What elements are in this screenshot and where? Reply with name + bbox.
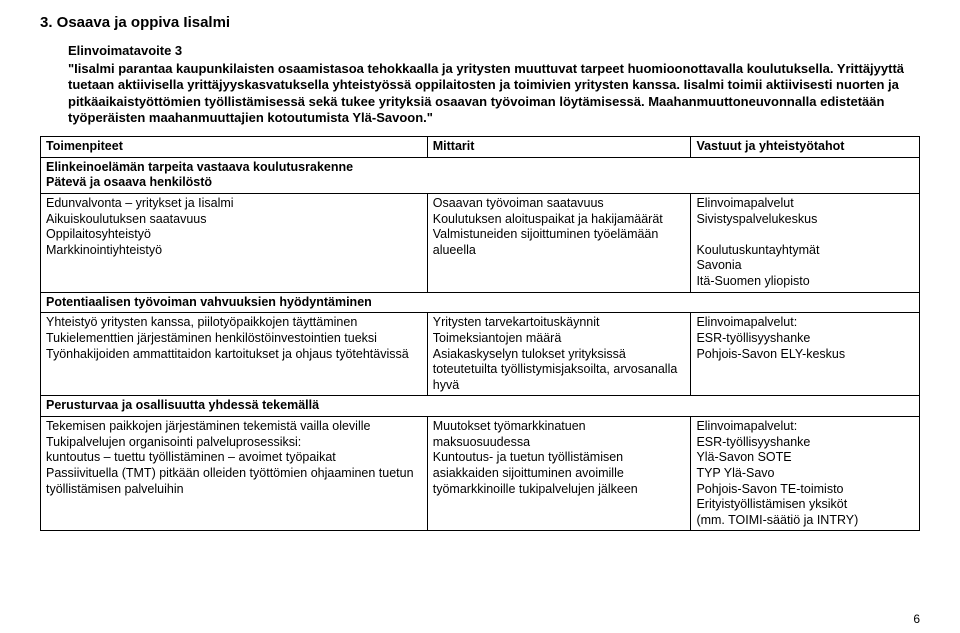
content-table: Toimenpiteet Mittarit Vastuut ja yhteist…	[40, 136, 920, 531]
group2-col1: Yhteistyö yritysten kanssa, piilotyöpaik…	[41, 313, 428, 396]
header-mittarit: Mittarit	[427, 137, 691, 158]
group3-col3: Elinvoimapalvelut: ESR-työllisyyshanke Y…	[691, 417, 920, 531]
page-number: 6	[913, 612, 920, 627]
group2-col3: Elinvoimapalvelut: ESR-työllisyyshanke P…	[691, 313, 920, 396]
intro-block: Elinvoimatavoite 3 "Iisalmi parantaa kau…	[68, 43, 920, 126]
table-header-row: Toimenpiteet Mittarit Vastuut ja yhteist…	[41, 137, 920, 158]
document-page: 3. Osaava ja oppiva Iisalmi Elinvoimatav…	[0, 0, 960, 633]
group3-col2: Muutokset työmarkkinatuen maksuosuudessa…	[427, 417, 691, 531]
table-row: Edunvalvonta – yritykset ja Iisalmi Aiku…	[41, 193, 920, 292]
group2-header: Potentiaalisen työvoiman vahvuuksien hyö…	[41, 292, 920, 313]
group1-header: Elinkeinoelämän tarpeita vastaava koulut…	[41, 157, 920, 193]
header-toimenpiteet: Toimenpiteet	[41, 137, 428, 158]
group3-header: Perusturvaa ja osallisuutta yhdessä teke…	[41, 396, 920, 417]
section-title: 3. Osaava ja oppiva Iisalmi	[40, 14, 920, 33]
table-row: Yhteistyö yritysten kanssa, piilotyöpaik…	[41, 313, 920, 396]
group2-col2: Yritysten tarvekartoituskäynnit Toimeksi…	[427, 313, 691, 396]
intro-text: "Iisalmi parantaa kaupunkilaisten osaami…	[68, 61, 920, 126]
group1-col1: Edunvalvonta – yritykset ja Iisalmi Aiku…	[41, 193, 428, 292]
group1-col3: Elinvoimapalvelut Sivistyspalvelukeskus …	[691, 193, 920, 292]
group1-col2: Osaavan työvoiman saatavuus Koulutuksen …	[427, 193, 691, 292]
group-header-row: Perusturvaa ja osallisuutta yhdessä teke…	[41, 396, 920, 417]
table-row: Tekemisen paikkojen järjestäminen tekemi…	[41, 417, 920, 531]
group-header-row: Potentiaalisen työvoiman vahvuuksien hyö…	[41, 292, 920, 313]
group3-col1: Tekemisen paikkojen järjestäminen tekemi…	[41, 417, 428, 531]
sub-title: Elinvoimatavoite 3	[68, 43, 920, 59]
header-vastuut: Vastuut ja yhteistyötahot	[691, 137, 920, 158]
group-header-row: Elinkeinoelämän tarpeita vastaava koulut…	[41, 157, 920, 193]
